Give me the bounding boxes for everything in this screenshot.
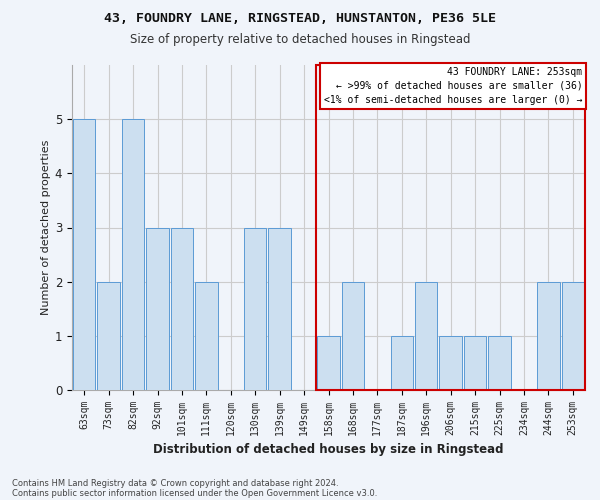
Bar	[97, 282, 120, 390]
Bar	[439, 336, 462, 390]
Y-axis label: Number of detached properties: Number of detached properties	[41, 140, 50, 315]
Text: 43 FOUNDRY LANE: 253sqm
← >99% of detached houses are smaller (36)
<1% of semi-d: 43 FOUNDRY LANE: 253sqm ← >99% of detach…	[324, 66, 583, 104]
Bar	[195, 282, 218, 390]
Bar	[244, 228, 266, 390]
X-axis label: Distribution of detached houses by size in Ringstead: Distribution of detached houses by size …	[153, 444, 504, 456]
Bar	[170, 228, 193, 390]
Bar	[562, 282, 584, 390]
Bar	[316, 65, 585, 390]
Bar	[317, 336, 340, 390]
Text: 43, FOUNDRY LANE, RINGSTEAD, HUNSTANTON, PE36 5LE: 43, FOUNDRY LANE, RINGSTEAD, HUNSTANTON,…	[104, 12, 496, 26]
Text: Contains HM Land Registry data © Crown copyright and database right 2024.: Contains HM Land Registry data © Crown c…	[12, 478, 338, 488]
Bar	[537, 282, 560, 390]
Bar	[391, 336, 413, 390]
Text: Size of property relative to detached houses in Ringstead: Size of property relative to detached ho…	[130, 32, 470, 46]
Text: Contains public sector information licensed under the Open Government Licence v3: Contains public sector information licen…	[12, 488, 377, 498]
Bar	[415, 282, 437, 390]
Bar	[268, 228, 291, 390]
Bar	[146, 228, 169, 390]
Bar	[464, 336, 487, 390]
Bar	[73, 119, 95, 390]
Bar	[488, 336, 511, 390]
Bar	[341, 282, 364, 390]
Bar	[122, 119, 145, 390]
